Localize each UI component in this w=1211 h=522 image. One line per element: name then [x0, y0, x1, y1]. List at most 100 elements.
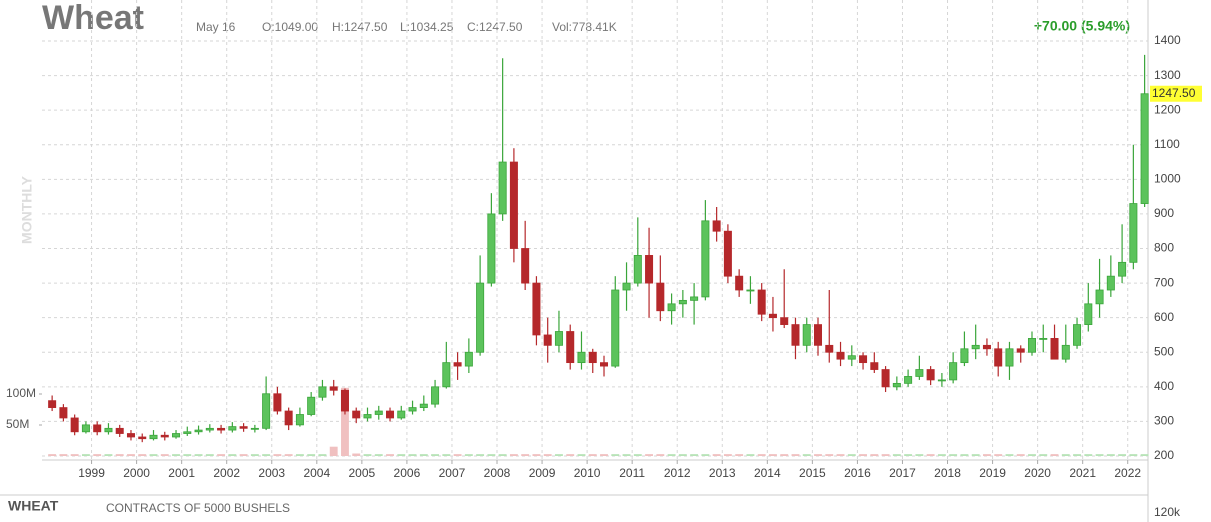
volume-bar [104, 454, 113, 456]
volume-bar [138, 454, 147, 456]
volume-bar [217, 454, 226, 456]
candle-body [904, 376, 913, 384]
candle-body [329, 386, 338, 391]
candle-body [859, 355, 868, 364]
x-tick-label: 2009 [529, 466, 556, 480]
candle-body [1039, 338, 1048, 340]
x-tick-label: 2012 [664, 466, 691, 480]
footer-symbol: WHEAT [8, 498, 59, 514]
volume-bar [915, 454, 924, 456]
volume-bar [746, 454, 755, 456]
volume-bar [127, 454, 135, 456]
last-price-box [1150, 85, 1202, 102]
candle-body [949, 362, 958, 381]
volume-bar [701, 454, 710, 456]
volume-bar [983, 454, 991, 456]
volume-bar [847, 454, 856, 456]
volume-bar [521, 454, 530, 456]
volume-bar [352, 453, 361, 456]
volume-tick-label: 50M [6, 417, 29, 431]
y-tick-label: 600 [1154, 310, 1174, 324]
volume-bar [262, 454, 271, 456]
x-tick-label: 2010 [574, 466, 601, 480]
candle-body [678, 299, 687, 305]
x-tick-label: 2021 [1069, 466, 1096, 480]
candle-body [295, 414, 304, 426]
candle-body [982, 344, 991, 350]
candle-body [59, 407, 68, 419]
x-tick-label: 2002 [213, 466, 240, 480]
volume-bar [769, 454, 777, 456]
volume-bar [622, 454, 631, 456]
volume-bar [1073, 454, 1081, 456]
volume-bar [1039, 454, 1048, 456]
candle-body [352, 410, 361, 419]
candle-body [881, 369, 890, 388]
y-tick-label: 500 [1154, 344, 1174, 358]
candle-body [532, 282, 541, 336]
candle-body [205, 427, 214, 431]
footer-axis-label: 120k [1154, 505, 1181, 519]
candle-body [611, 289, 620, 367]
volume-bar [881, 454, 890, 456]
volume-bar [239, 454, 248, 456]
volume-bar [690, 454, 699, 456]
candle-body [690, 296, 699, 301]
candle-body [633, 255, 642, 284]
volume-bar [937, 454, 946, 456]
candle-body [723, 230, 732, 277]
candle-body [521, 248, 530, 284]
volume-bar [678, 454, 687, 456]
footer-description: CONTRACTS OF 5000 BUSHELS [106, 501, 290, 515]
candle-body [126, 433, 135, 438]
volume-bar [735, 454, 744, 456]
candle-body [1084, 303, 1093, 325]
candle-body [397, 410, 406, 419]
volume-bar [408, 454, 417, 456]
volume-bar [960, 454, 969, 456]
volume-bar [1129, 454, 1138, 456]
ohlc-info: O:1049.00 [262, 20, 318, 34]
candle-body [93, 424, 102, 433]
candle-body [780, 317, 789, 325]
candle-body [926, 369, 935, 381]
ohlc-info: H:1247.50 [332, 20, 388, 34]
candle-body [419, 403, 428, 408]
volume-bar [160, 454, 169, 456]
candle-body [994, 348, 1003, 367]
x-tick-label: 2000 [123, 466, 150, 480]
candle-body [487, 213, 496, 284]
last-price-label: 1247.50 [1152, 86, 1196, 100]
candle-body [284, 410, 293, 426]
candle-body [363, 414, 372, 419]
candle-body [1095, 289, 1104, 305]
candle-body [1118, 261, 1127, 277]
volume-bar [1095, 454, 1104, 456]
candle-body [138, 436, 147, 440]
volume-bar [419, 454, 428, 456]
volume-bar [1118, 454, 1127, 456]
volume-bar [994, 454, 1003, 456]
candle-body [115, 427, 124, 434]
candle-body [566, 331, 575, 364]
candle-body [81, 424, 90, 433]
volume-bar [791, 454, 800, 456]
volume-bar [1140, 454, 1149, 456]
candle-body [554, 331, 563, 346]
y-tick-label: 800 [1154, 241, 1174, 255]
x-tick-label: 2008 [484, 466, 511, 480]
volume-bar [780, 454, 789, 456]
volume-bar [825, 454, 834, 456]
volume-bar [1106, 454, 1115, 456]
candle-body [1027, 338, 1036, 353]
volume-bar [476, 454, 485, 456]
candle-body [791, 324, 800, 346]
candle-body [892, 382, 901, 388]
x-tick-label: 2013 [709, 466, 736, 480]
candle-body [262, 393, 271, 429]
volume-bar [228, 454, 237, 456]
volume-bar [600, 454, 608, 456]
candle-body [802, 324, 811, 346]
candle-body [1005, 348, 1014, 367]
